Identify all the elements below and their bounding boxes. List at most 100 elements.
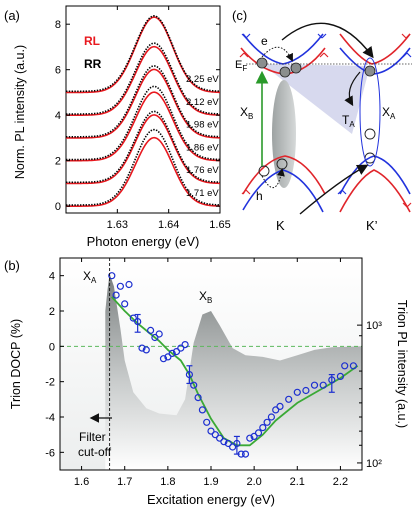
hole-relax-arrow [261,168,285,188]
spectrum-label: 1.86 eV [186,142,219,153]
data-point [259,424,267,432]
rr-spectrum-line [66,65,221,138]
data-point [216,434,224,442]
data-point [177,344,185,352]
panel-a-curves: 2.25 eV 2.12 eV 1.98 eV 1.86 eV 1.76 eV 1.71 … [66,15,221,207]
spectrum-label: 1.98 eV [186,120,219,131]
electron-relax-arrow [261,46,293,62]
x-tick-label: 1.8 [160,476,175,488]
data-point [336,372,344,380]
electron-filled [256,57,268,69]
label-ef: EF [235,59,247,73]
panel-c-label: (c) [232,8,247,23]
data-point [164,353,172,361]
rr-spectrum-line [66,110,221,184]
x-tick-label: 1.7 [117,476,132,488]
spin-arrow-icon [241,189,251,195]
hole-open [258,165,270,177]
rr-spectrum-line [66,42,221,115]
panel-b-fit-line [111,296,359,447]
x-tick-label: 1.65 [209,219,230,231]
data-point [155,330,163,338]
data-point [250,432,258,440]
x-tick-label: 1.6 [74,476,89,488]
data-point [293,388,301,396]
kp-valence-band-blue [339,155,411,195]
y-tick-label: 2 [49,306,55,318]
spin-arrow-icon [401,33,411,39]
filter-label-line1: Filter [79,430,106,444]
x-tick-label: 1.9 [203,476,218,488]
data-point [138,344,146,352]
data-point [224,439,232,448]
panel-b: (b) -6 -4 -2 0 2 4 1.6 1.7 1.8 1.9 2.0 2.1 2.2 10³ 10²… [4,257,409,507]
panel-b-errorbars [134,313,335,455]
rr-spectrum-line [66,85,221,161]
panel-b-label: (b) [4,258,20,273]
electron-filled [290,62,302,74]
label-xb-b: XB [199,289,212,305]
y-tick-label: 4 [55,110,61,122]
legend-rr: RR [84,57,102,71]
filter-label-line2: cut-off [78,445,112,459]
data-point [194,394,202,402]
data-point [207,427,215,435]
data-point [198,406,206,414]
data-point [151,333,159,342]
data-point [272,406,280,414]
data-point [246,434,254,442]
label-e: e [261,34,268,48]
spin-arrow-icon [241,33,251,39]
data-point [121,300,129,308]
spin-arrow-icon [337,189,347,195]
data-point [241,450,250,458]
right-tick-label: 10³ [366,320,382,332]
data-point [147,326,155,334]
intervalley-scatter-arrow-top [281,22,374,59]
y-tick-label: -6 [45,447,55,459]
x-tick-label: 1.63 [107,219,128,231]
data-point [341,362,349,370]
panel-b-axes: -6 -4 -2 0 2 4 1.6 1.7 1.8 1.9 2.0 2.1 2.2 10³ 10² [45,258,382,488]
data-point [211,431,219,439]
rl-spectrum-line [66,114,221,185]
data-point [129,314,137,322]
panel-a-ylabel: Norm. PL intensity (a.u.) [13,45,27,179]
data-point [125,280,133,289]
y-tick-label: 0 [49,341,55,353]
data-point [229,443,237,451]
fit-line [111,296,359,447]
spin-arrow-icon [319,52,329,58]
y-tick-label: 4 [49,271,55,283]
data-point [349,362,357,370]
panel-b-xlabel: Excitation energy (eV) [147,492,275,507]
data-point [319,381,327,389]
data-point [285,395,293,403]
data-point [142,346,150,354]
spin-arrow-icon [402,202,412,208]
rl-spectrum-line [66,136,221,207]
data-point [116,282,125,290]
data-point [112,291,120,299]
panel-a-frame [65,5,221,214]
label-xa-b: XA [83,269,97,285]
intervalley-scatter-arrow-bottom [299,164,369,215]
label-ta: TA [342,113,355,129]
x-tick-label: 2.2 [333,476,348,488]
panel-a-xlabel: Photon energy (eV) [87,234,200,249]
spectrum-label: 1.71 eV [186,188,219,199]
data-point [310,381,319,389]
spin-arrow-icon [239,52,249,58]
trion-formation-arrow [344,71,361,107]
hole-open [364,128,376,140]
data-point [190,381,198,389]
y-tick-label: -2 [45,377,55,389]
data-point [263,418,271,426]
label-xa: XA [382,105,396,121]
data-point [220,438,228,446]
spin-arrow-icon [317,33,327,39]
panel-a: (a) 2.25 eV 2.12 eV 1.98 eV 1.86 eV 1.76 eV 1… [4,5,231,249]
y-tick-label: 0 [55,201,61,213]
y-tick-label: 2 [55,156,61,168]
x-tick-label: 1.64 [158,219,179,231]
